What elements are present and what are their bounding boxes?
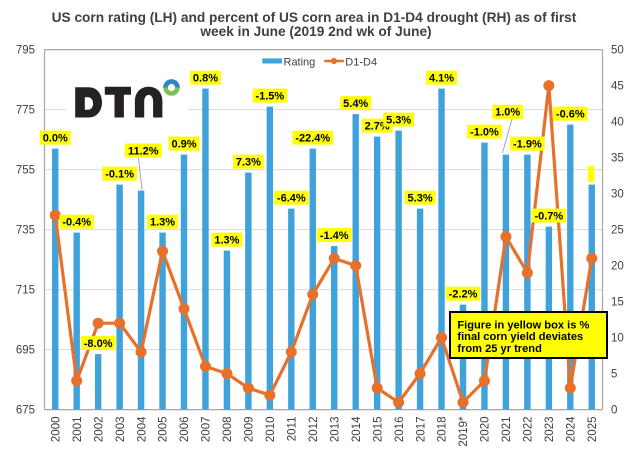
svg-text:-22.4%: -22.4% bbox=[295, 133, 330, 145]
svg-text:735: 735 bbox=[16, 225, 35, 237]
svg-text:2017: 2017 bbox=[415, 417, 427, 443]
svg-text:2004: 2004 bbox=[136, 416, 148, 442]
svg-text:20: 20 bbox=[611, 261, 624, 273]
svg-text:2022: 2022 bbox=[523, 417, 535, 443]
svg-text:30: 30 bbox=[611, 189, 624, 201]
svg-text:2025: 2025 bbox=[587, 417, 599, 443]
svg-text:15: 15 bbox=[611, 297, 624, 309]
svg-text:1.3%: 1.3% bbox=[214, 235, 239, 247]
svg-text:0.8%: 0.8% bbox=[193, 73, 218, 85]
svg-text:week in June (2019 2nd wk of J: week in June (2019 2nd wk of June) bbox=[199, 24, 431, 39]
svg-text:1.0%: 1.0% bbox=[495, 107, 520, 119]
svg-text:-6.4%: -6.4% bbox=[277, 193, 306, 205]
svg-text:2005: 2005 bbox=[158, 417, 170, 443]
svg-text:755: 755 bbox=[16, 165, 35, 177]
svg-text:2000: 2000 bbox=[50, 417, 62, 443]
svg-text:715: 715 bbox=[16, 285, 35, 297]
svg-text:-1.9%: -1.9% bbox=[513, 139, 542, 151]
svg-text:25: 25 bbox=[611, 225, 624, 237]
svg-text:2014: 2014 bbox=[351, 416, 363, 442]
svg-text:-0.6%: -0.6% bbox=[556, 109, 585, 121]
svg-text:2016: 2016 bbox=[394, 417, 406, 443]
svg-text:10: 10 bbox=[611, 333, 624, 345]
svg-text:4.1%: 4.1% bbox=[429, 73, 454, 85]
svg-text:2023: 2023 bbox=[544, 417, 556, 443]
svg-text:2009: 2009 bbox=[244, 417, 256, 443]
svg-text:2006: 2006 bbox=[179, 417, 191, 443]
svg-text:2013: 2013 bbox=[329, 417, 341, 443]
svg-text:2008: 2008 bbox=[222, 417, 234, 443]
svg-text:-1.0%: -1.0% bbox=[470, 127, 499, 139]
svg-text:7.3%: 7.3% bbox=[236, 157, 261, 169]
svg-text:final corn yield deviates: final corn yield deviates bbox=[457, 331, 583, 343]
svg-text:0.0%: 0.0% bbox=[43, 133, 68, 145]
svg-text:2021: 2021 bbox=[501, 417, 513, 443]
svg-text:2011: 2011 bbox=[287, 417, 299, 442]
svg-text:695: 695 bbox=[16, 345, 35, 357]
svg-text:2015: 2015 bbox=[372, 417, 384, 443]
svg-text:0.9%: 0.9% bbox=[171, 139, 196, 151]
svg-text:775: 775 bbox=[16, 105, 35, 117]
svg-text:5.3%: 5.3% bbox=[386, 115, 411, 127]
svg-text:-0.1%: -0.1% bbox=[105, 169, 134, 181]
svg-text:2024: 2024 bbox=[566, 416, 578, 442]
svg-text:5.4%: 5.4% bbox=[343, 98, 368, 110]
svg-text:2020: 2020 bbox=[480, 417, 492, 443]
svg-text:-2.2%: -2.2% bbox=[449, 289, 478, 301]
svg-text:35: 35 bbox=[611, 153, 624, 165]
svg-text:from 25 yr trend: from 25 yr trend bbox=[457, 343, 542, 355]
svg-text:1.3%: 1.3% bbox=[150, 217, 175, 229]
svg-text:-0.7%: -0.7% bbox=[534, 211, 563, 223]
svg-text:0: 0 bbox=[611, 405, 617, 417]
svg-text:795: 795 bbox=[16, 45, 35, 57]
svg-text:2002: 2002 bbox=[93, 417, 105, 443]
svg-text:-0.4%: -0.4% bbox=[62, 217, 91, 229]
svg-text:-8.0%: -8.0% bbox=[84, 338, 113, 350]
svg-text:45: 45 bbox=[611, 81, 624, 93]
svg-text:US corn rating (LH) and percen: US corn rating (LH) and percent of US co… bbox=[52, 10, 577, 25]
svg-text:2019*: 2019* bbox=[458, 416, 470, 447]
svg-text:5: 5 bbox=[611, 369, 617, 381]
svg-text:2001: 2001 bbox=[72, 417, 84, 443]
svg-text:D1-D4: D1-D4 bbox=[345, 57, 377, 69]
svg-text:50: 50 bbox=[611, 45, 624, 57]
svg-text:675: 675 bbox=[16, 405, 35, 417]
svg-text:11.2%: 11.2% bbox=[128, 145, 159, 157]
svg-text:2018: 2018 bbox=[437, 417, 449, 443]
svg-text:Figure in yellow box is %: Figure in yellow box is % bbox=[457, 320, 589, 332]
svg-text:2003: 2003 bbox=[115, 417, 127, 443]
svg-text:5.3%: 5.3% bbox=[408, 193, 433, 205]
svg-text:-1.5%: -1.5% bbox=[255, 91, 284, 103]
svg-text:2012: 2012 bbox=[308, 417, 320, 443]
svg-text:2007: 2007 bbox=[201, 417, 213, 443]
svg-text:2010: 2010 bbox=[265, 417, 277, 443]
svg-text:Rating: Rating bbox=[284, 57, 316, 69]
svg-text:-1.4%: -1.4% bbox=[320, 230, 349, 242]
svg-text:40: 40 bbox=[611, 117, 624, 129]
